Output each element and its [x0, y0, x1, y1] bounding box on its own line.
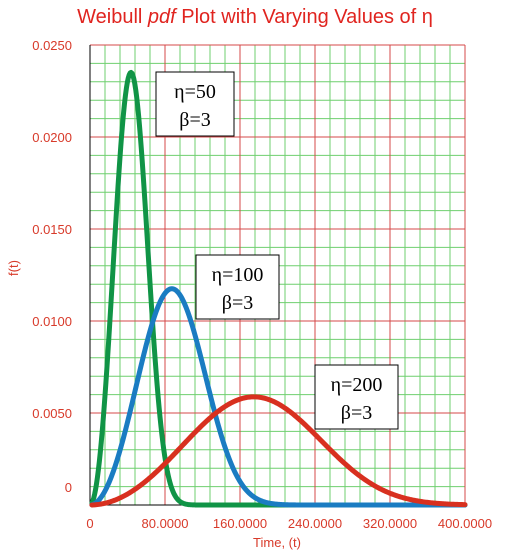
- x-tick-label: 240.0000: [288, 516, 342, 531]
- annotation-box: [155, 71, 235, 137]
- y-tick-label: 0.0050: [32, 406, 72, 421]
- annotation-box: [195, 254, 280, 320]
- curves: [89, 69, 468, 508]
- x-axis-title: Time, (t): [253, 535, 301, 550]
- x-tick-label: 80.0000: [142, 516, 189, 531]
- x-tick-label: 320.0000: [363, 516, 417, 531]
- x-tick-label: 160.0000: [213, 516, 267, 531]
- chart-title-italic: pdf: [147, 6, 178, 28]
- x-tick-label: 400.0000: [438, 516, 492, 531]
- y-tick-label: 0: [65, 480, 72, 495]
- y-tick-label: 0.0150: [32, 222, 72, 237]
- annotation-beta-label: β=3: [341, 402, 372, 424]
- x-tick-label: 0: [86, 516, 93, 531]
- annotation-box: [314, 364, 399, 430]
- x-tick-labels: 0 80.0000 160.0000 240.0000 320.0000 400.0000: [86, 516, 492, 531]
- y-tick-label: 0.0100: [32, 314, 72, 329]
- annotation-eta-label: η=200: [331, 374, 383, 396]
- annotation-eta-100: η=100 β=3: [195, 254, 280, 320]
- annotation-eta-label: η=100: [212, 264, 264, 286]
- weibull-curve-eta-200: [89, 394, 468, 508]
- y-tick-label: 0.0200: [32, 130, 72, 145]
- annotation-beta-label: β=3: [222, 292, 253, 314]
- chart-title: Weibull pdf Plot with Varying Values of …: [77, 6, 433, 28]
- y-tick-label: 0.0250: [32, 38, 72, 53]
- annotation-eta-200: η=200 β=3: [314, 364, 399, 430]
- annotation-eta-50: η=50 β=3: [155, 71, 235, 137]
- y-axis-title: f(t): [6, 260, 21, 276]
- chart-title-suffix: Plot with Varying Values of η: [176, 6, 433, 28]
- annotation-beta-label: β=3: [179, 109, 210, 131]
- annotation-eta-label: η=50: [174, 81, 216, 103]
- annotations: η=50 β=3 η=100 β=3 η=200 β=3: [155, 71, 399, 430]
- chart-title-prefix: Weibull: [77, 6, 148, 28]
- weibull-curve-eta-100: [89, 286, 468, 508]
- y-tick-labels: 0 0.0050 0.0100 0.0150 0.0200 0.0250: [32, 38, 72, 495]
